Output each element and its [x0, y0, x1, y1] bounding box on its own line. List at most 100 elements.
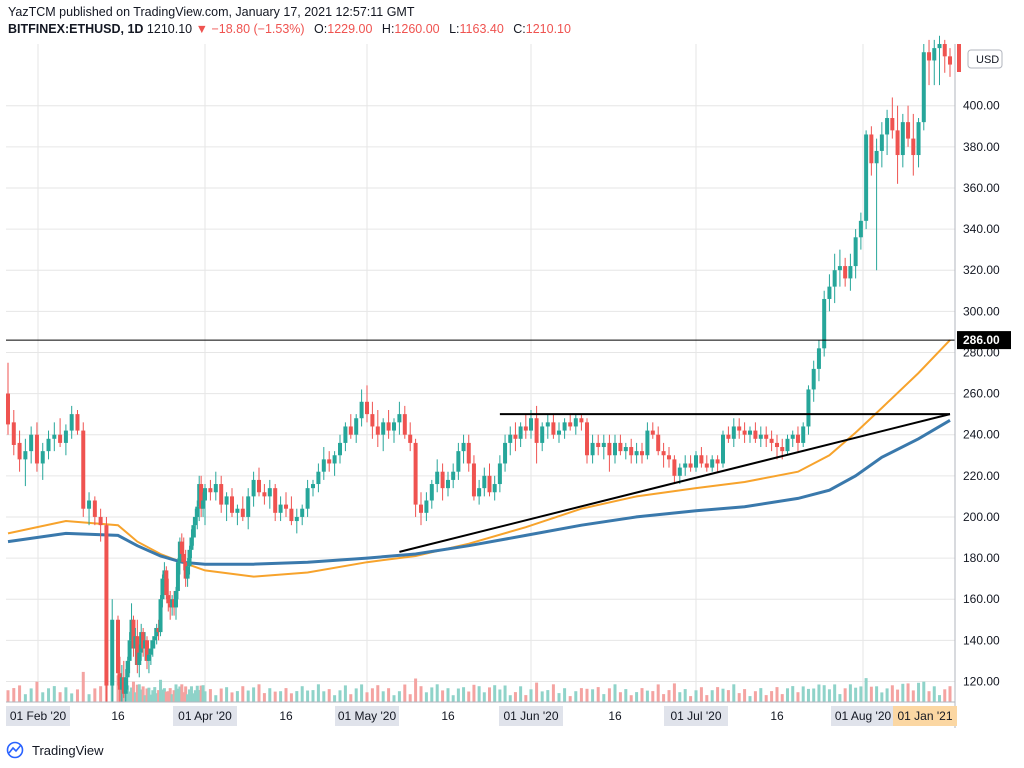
- candle-body: [694, 455, 698, 468]
- volume-bar: [927, 691, 931, 702]
- volume-bar: [854, 687, 858, 702]
- volume-bar: [419, 686, 423, 702]
- volume-bar: [775, 687, 779, 702]
- volume-bar: [197, 690, 201, 702]
- volume-bar: [64, 687, 68, 702]
- candle-body: [164, 570, 169, 596]
- price-chart[interactable]: 120.00 140.00 160.00 180.00 200.00 220.00 240.…: [0, 0, 1024, 740]
- candle-body: [235, 508, 240, 513]
- candle-body: [199, 484, 204, 509]
- candle-body: [837, 266, 842, 271]
- x-tick-label: 01 Jul '20: [671, 709, 722, 723]
- volume-bar: [498, 689, 502, 702]
- candle-body: [629, 447, 634, 456]
- low-value: 1163.40: [459, 22, 504, 36]
- volume-bar: [535, 682, 539, 702]
- volume-bar: [482, 692, 486, 702]
- candle-body: [848, 266, 853, 279]
- candle-body: [640, 451, 644, 456]
- volume-bar: [193, 690, 197, 702]
- volume-bar: [477, 686, 481, 702]
- candle-body: [246, 496, 251, 517]
- candle-body: [451, 471, 456, 480]
- volume-bar: [472, 684, 476, 702]
- tradingview-footer[interactable]: TradingView: [6, 739, 104, 761]
- volume-bar: [147, 687, 151, 702]
- volume-bar: [574, 691, 578, 702]
- volume-bar: [316, 684, 320, 702]
- candle-body: [753, 430, 758, 439]
- volume-bar: [651, 691, 655, 702]
- y-tick-label: 140.00: [963, 633, 1000, 647]
- candle-body: [273, 488, 278, 513]
- volume-bar: [381, 691, 385, 702]
- candle-body: [370, 414, 375, 427]
- volume-bar: [613, 684, 617, 702]
- volume-bar: [880, 692, 884, 702]
- volume-bar: [524, 695, 528, 702]
- volume-bar: [540, 691, 544, 702]
- candle-body: [477, 488, 482, 497]
- candle-body: [191, 525, 196, 538]
- candle-body: [354, 418, 359, 435]
- candle-body: [240, 508, 245, 517]
- volume-bar: [23, 694, 27, 702]
- candle-body: [284, 504, 288, 509]
- candle-body: [769, 438, 774, 443]
- volume-bar: [645, 690, 649, 702]
- candle-body: [715, 459, 720, 464]
- volume-bar: [801, 686, 805, 702]
- volume-bar: [726, 690, 730, 702]
- candle-body: [503, 442, 508, 464]
- candle-body: [801, 426, 806, 443]
- volume-bar: [843, 688, 847, 702]
- volume-bar: [624, 689, 628, 702]
- volume-bar: [311, 690, 315, 702]
- candle-body: [906, 122, 911, 139]
- volume-bar: [462, 687, 466, 702]
- volume-bar: [710, 690, 714, 702]
- volume-bar: [817, 684, 821, 702]
- volume-bar: [230, 692, 234, 702]
- volume-bar: [128, 691, 132, 702]
- candle-body: [402, 414, 407, 435]
- volume-bar: [424, 692, 428, 702]
- volume-bar: [87, 694, 91, 702]
- candle-body: [193, 516, 198, 526]
- x-tick-label: 01 Jan '21: [897, 709, 952, 723]
- candle-body: [185, 566, 190, 579]
- candle-body: [381, 422, 386, 435]
- volume-bar: [672, 683, 676, 702]
- y-tick-label: 180.00: [963, 551, 1000, 565]
- volume-bar: [705, 695, 709, 702]
- volume-bar: [568, 696, 572, 702]
- volume-bar: [392, 695, 396, 702]
- candle-body: [623, 447, 628, 452]
- volume-bar: [430, 687, 434, 702]
- candle-body: [596, 442, 601, 448]
- volume-bar: [157, 690, 161, 702]
- candle-body: [471, 463, 476, 497]
- candle-body: [127, 640, 132, 661]
- volume-bar: [885, 688, 889, 702]
- candle-body: [764, 434, 769, 439]
- candle-body: [811, 368, 816, 390]
- volume-bar: [151, 690, 155, 702]
- volume-bar: [182, 692, 186, 702]
- volume-bar: [201, 685, 205, 702]
- candle-body: [557, 430, 561, 435]
- candle-body: [688, 463, 693, 468]
- candle-body: [23, 451, 28, 460]
- candle-body: [832, 270, 837, 287]
- candle-body: [343, 426, 348, 443]
- candle-body: [645, 430, 650, 456]
- volume-bar: [180, 684, 184, 702]
- volume-bar: [596, 687, 600, 702]
- volume-bar: [343, 685, 347, 702]
- candle-body: [251, 479, 256, 497]
- volume-bar: [155, 693, 159, 702]
- volume-bar: [184, 686, 188, 702]
- candle-body: [189, 537, 194, 550]
- candle-body: [145, 640, 149, 661]
- candle-body: [568, 422, 573, 427]
